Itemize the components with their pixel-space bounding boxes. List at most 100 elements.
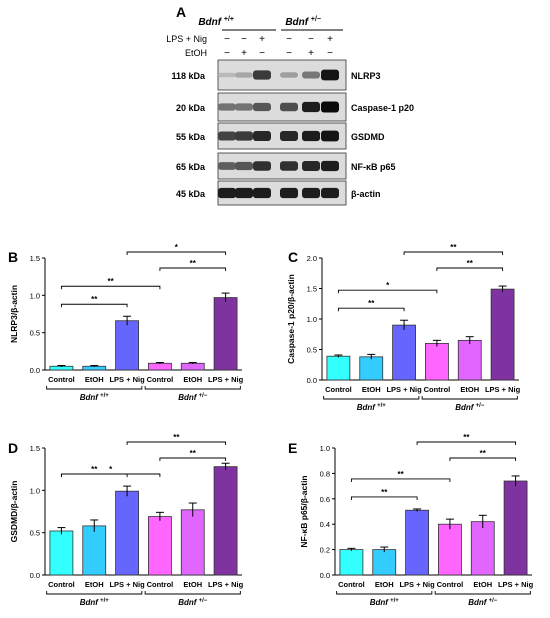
bar — [213, 466, 238, 576]
treatment-mark: + — [259, 34, 265, 45]
blot-band — [235, 161, 253, 171]
significance-bracket — [126, 441, 227, 445]
significance-label: ** — [450, 243, 457, 252]
panel-letter: B — [8, 249, 18, 265]
category-label: LPS + Nig — [109, 580, 145, 589]
group-label: Bdnf +/+ — [80, 598, 110, 607]
significance-bracket — [449, 457, 517, 461]
bar — [213, 297, 238, 371]
y-tick-label: 1.5 — [307, 285, 317, 294]
significance-bracket — [60, 285, 161, 290]
y-tick-label: 0.2 — [320, 546, 330, 555]
bar — [148, 516, 172, 576]
category-label: Control — [147, 375, 174, 384]
y-tick-label: 0.5 — [30, 529, 40, 538]
bar — [372, 549, 397, 576]
significance-bracket — [60, 473, 128, 478]
blot-0: 118 kDa NLRP3 — [171, 59, 381, 91]
significance-label: ** — [91, 295, 98, 304]
category-label: Control — [325, 385, 352, 394]
bar — [49, 530, 74, 576]
y-axis-label: GSDMD/β-actin — [9, 481, 19, 543]
treatment-mark: − — [259, 48, 265, 59]
chart-c: C 0.0 0.5 1.0 1.5 2.0 Caspase-1 p20/β-actin Con… — [286, 243, 521, 412]
bar — [405, 509, 429, 576]
blot-band — [302, 71, 320, 79]
blot-band — [253, 102, 271, 112]
y-tick-label: 1.0 — [307, 315, 317, 324]
group-bracket — [434, 591, 531, 595]
significance-label: ** — [91, 465, 98, 474]
bar — [148, 362, 172, 371]
blot-1: 20 kDa Caspase-1 p20 — [176, 92, 414, 122]
treatment-mark: − — [224, 34, 230, 45]
blot-protein-label: GSDMD — [351, 132, 385, 142]
blot-kda-label: 118 kDa — [171, 71, 206, 81]
group-bracket — [336, 591, 433, 595]
y-axis-label: NLRP3/β-actin — [9, 285, 19, 343]
significance-bracket — [159, 267, 227, 271]
group-bracket — [46, 386, 143, 390]
blot-band — [280, 72, 298, 78]
panel-a-letter: A — [176, 4, 186, 20]
significance-label: ** — [190, 449, 197, 458]
blot-band — [235, 131, 253, 141]
y-tick-label: 0.5 — [30, 329, 40, 338]
row-label-etoh: EtOH — [185, 48, 207, 58]
bar — [180, 362, 205, 371]
group-label: Bdnf +/− — [178, 598, 208, 607]
category-label: EtOH — [460, 385, 479, 394]
significance-label: ** — [108, 277, 115, 286]
category-label: EtOH — [85, 375, 104, 384]
y-tick-label: 2.0 — [307, 254, 317, 263]
bar — [82, 525, 107, 576]
bar — [438, 523, 462, 576]
category-label: Control — [437, 580, 464, 589]
treatment-marks: − − + − − +− + − − + − — [224, 34, 333, 59]
significance-label: ** — [173, 433, 180, 442]
treatment-mark: + — [241, 48, 247, 59]
category-label: EtOH — [362, 385, 381, 394]
blot-band — [321, 69, 339, 81]
category-label: LPS + Nig — [208, 375, 244, 384]
significance-label: * — [109, 465, 113, 474]
bar — [470, 521, 495, 576]
panel-a: A Bdnf +/+ Bdnf +/− LPS + Nig EtOH − − + − −… — [166, 4, 414, 206]
blot-band — [253, 70, 271, 80]
western-blots: 118 kDa NLRP3 20 kDa Caspase-1 p20 55 kDa GSD… — [171, 59, 414, 206]
blot-band — [321, 130, 339, 142]
blot-band — [218, 187, 236, 199]
row-label-lps: LPS + Nig — [166, 34, 207, 44]
chart-d: D 0.0 0.5 1.0 1.5 GSDMD/β-actin Control EtOH LPS… — [8, 433, 244, 607]
significance-bracket — [60, 473, 161, 477]
blot-2: 55 kDa GSDMD — [176, 122, 385, 150]
group-bracket — [144, 591, 241, 595]
y-tick-label: 0.0 — [307, 376, 317, 385]
category-label: EtOH — [85, 580, 104, 589]
blot-band — [302, 130, 320, 142]
significance-bracket — [60, 303, 128, 308]
bar — [392, 324, 416, 381]
bar — [115, 320, 139, 371]
significance-bracket — [337, 289, 438, 294]
bar-charts: B 0.0 0.5 1.0 1.5 NLRP3/β-actin Control EtOH LPS… — [8, 243, 534, 607]
group-label: Bdnf +/− — [468, 598, 498, 607]
category-label: LPS + Nig — [399, 580, 435, 589]
chart-b: B 0.0 0.5 1.0 1.5 NLRP3/β-actin Control EtOH LPS… — [8, 243, 244, 402]
category-label: LPS + Nig — [208, 580, 244, 589]
chart-e: E 0.0 0.2 0.4 0.6 0.8 1.0 NF-κB p65/β-actin Cont… — [288, 433, 534, 607]
group-bracket — [46, 591, 143, 595]
bar — [457, 339, 482, 381]
category-label: Control — [338, 580, 365, 589]
group-bracket — [421, 396, 518, 400]
panel-letter: D — [8, 440, 18, 456]
blot-band — [235, 103, 253, 111]
group-label: Bdnf +/− — [455, 403, 485, 412]
treatment-mark: + — [308, 48, 314, 59]
y-axis-label: Caspase-1 p20/β-actin — [286, 274, 296, 364]
category-label: EtOH — [183, 580, 202, 589]
category-label: LPS + Nig — [109, 375, 145, 384]
significance-bracket — [126, 251, 227, 255]
blot-band — [321, 187, 339, 199]
